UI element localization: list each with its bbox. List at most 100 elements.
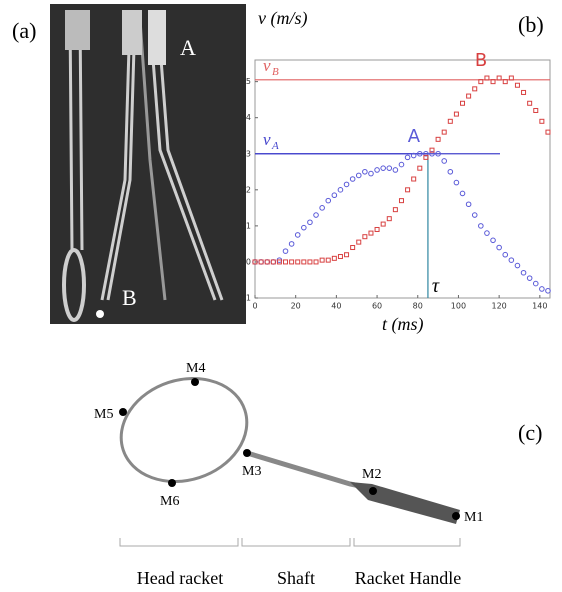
data-point [307,219,313,226]
series-label: B [475,50,487,71]
section-label: Shaft [277,568,315,588]
data-point [526,275,533,281]
data-point [337,187,344,193]
data-point [453,111,459,117]
data-point [441,158,448,164]
data-point [416,150,423,157]
x-tick-label: 120 [491,302,506,311]
data-point [435,136,441,142]
data-point [490,237,496,244]
data-point [301,224,307,231]
data-point [521,89,527,95]
data-point [435,150,441,157]
data-point [344,252,350,258]
x-tick-label: 140 [532,302,547,311]
data-point [307,259,313,265]
panel-label: (a) [12,18,36,43]
data-point [288,241,295,247]
data-point [429,147,435,153]
reference-label-sub: B [272,66,279,78]
x-tick-label: 40 [331,302,341,311]
data-point [380,165,386,171]
data-point [484,75,490,81]
data-point [258,259,264,265]
data-point [356,239,362,245]
data-point [471,212,478,218]
data-point [270,259,276,265]
series-label: A [408,126,421,147]
data-point [313,259,319,265]
data-point [423,154,429,160]
data-point [466,93,472,99]
data-point [545,287,551,294]
data-point [337,254,343,260]
x-tick-label: 60 [372,302,382,311]
y-tick-label: -1 [243,294,251,303]
data-point [472,86,478,92]
data-point [465,201,472,208]
data-point [447,168,454,175]
data-point [392,207,398,213]
data-point [398,198,404,204]
data-point [380,221,386,227]
x-tick-label: 0 [252,302,257,311]
data-point [453,179,460,186]
data-point [368,170,374,177]
data-point [508,75,514,81]
data-point [532,280,539,287]
y-tick-label: 3 [246,149,251,158]
panel-label: (b) [518,12,544,37]
data-point [368,230,374,236]
data-point [539,118,545,124]
marker-label: M3 [242,464,261,479]
data-point [490,79,496,85]
photo-label: A [180,35,196,60]
data-point [283,259,289,265]
data-point [527,100,533,106]
data-point [441,129,447,135]
data-point [374,226,380,232]
data-point [264,259,270,265]
data-point [355,172,362,179]
data-point [313,212,319,218]
marker-label: M6 [160,494,179,509]
data-point [514,82,520,88]
section-label: Racket Handle [355,568,461,588]
data-point [410,152,417,159]
data-point [545,129,551,135]
reference-label: v [263,56,271,75]
data-point [252,259,258,265]
reference-label: v [263,130,271,149]
x-tick-label: 80 [413,302,423,311]
data-point [502,79,508,85]
y-tick-label: 2 [246,185,251,194]
marker-label: M2 [362,467,381,482]
marker-label: M1 [464,510,483,525]
data-point [319,257,325,263]
data-point [496,244,502,251]
data-point [404,154,411,161]
data-point [331,255,337,261]
panel-label: (c) [518,420,542,445]
data-point [478,223,484,229]
data-point [301,259,307,265]
racket [119,376,461,547]
y-axis-title: v (m/s) [258,8,307,29]
data-point [447,118,453,124]
data-point [520,269,527,276]
plot-frame [254,59,551,299]
data-point [325,197,332,204]
marker-label: M4 [186,361,205,376]
data-point [349,176,356,182]
data-point [294,232,301,238]
data-point [508,257,515,263]
data-point [386,165,393,171]
reference-label: τ [432,275,440,297]
data-point [417,165,423,171]
data-point [533,107,539,113]
reference-label-sub: A [271,140,279,152]
marker-label: M5 [94,407,113,422]
data-point [331,192,338,199]
photo-label: B [122,285,137,310]
